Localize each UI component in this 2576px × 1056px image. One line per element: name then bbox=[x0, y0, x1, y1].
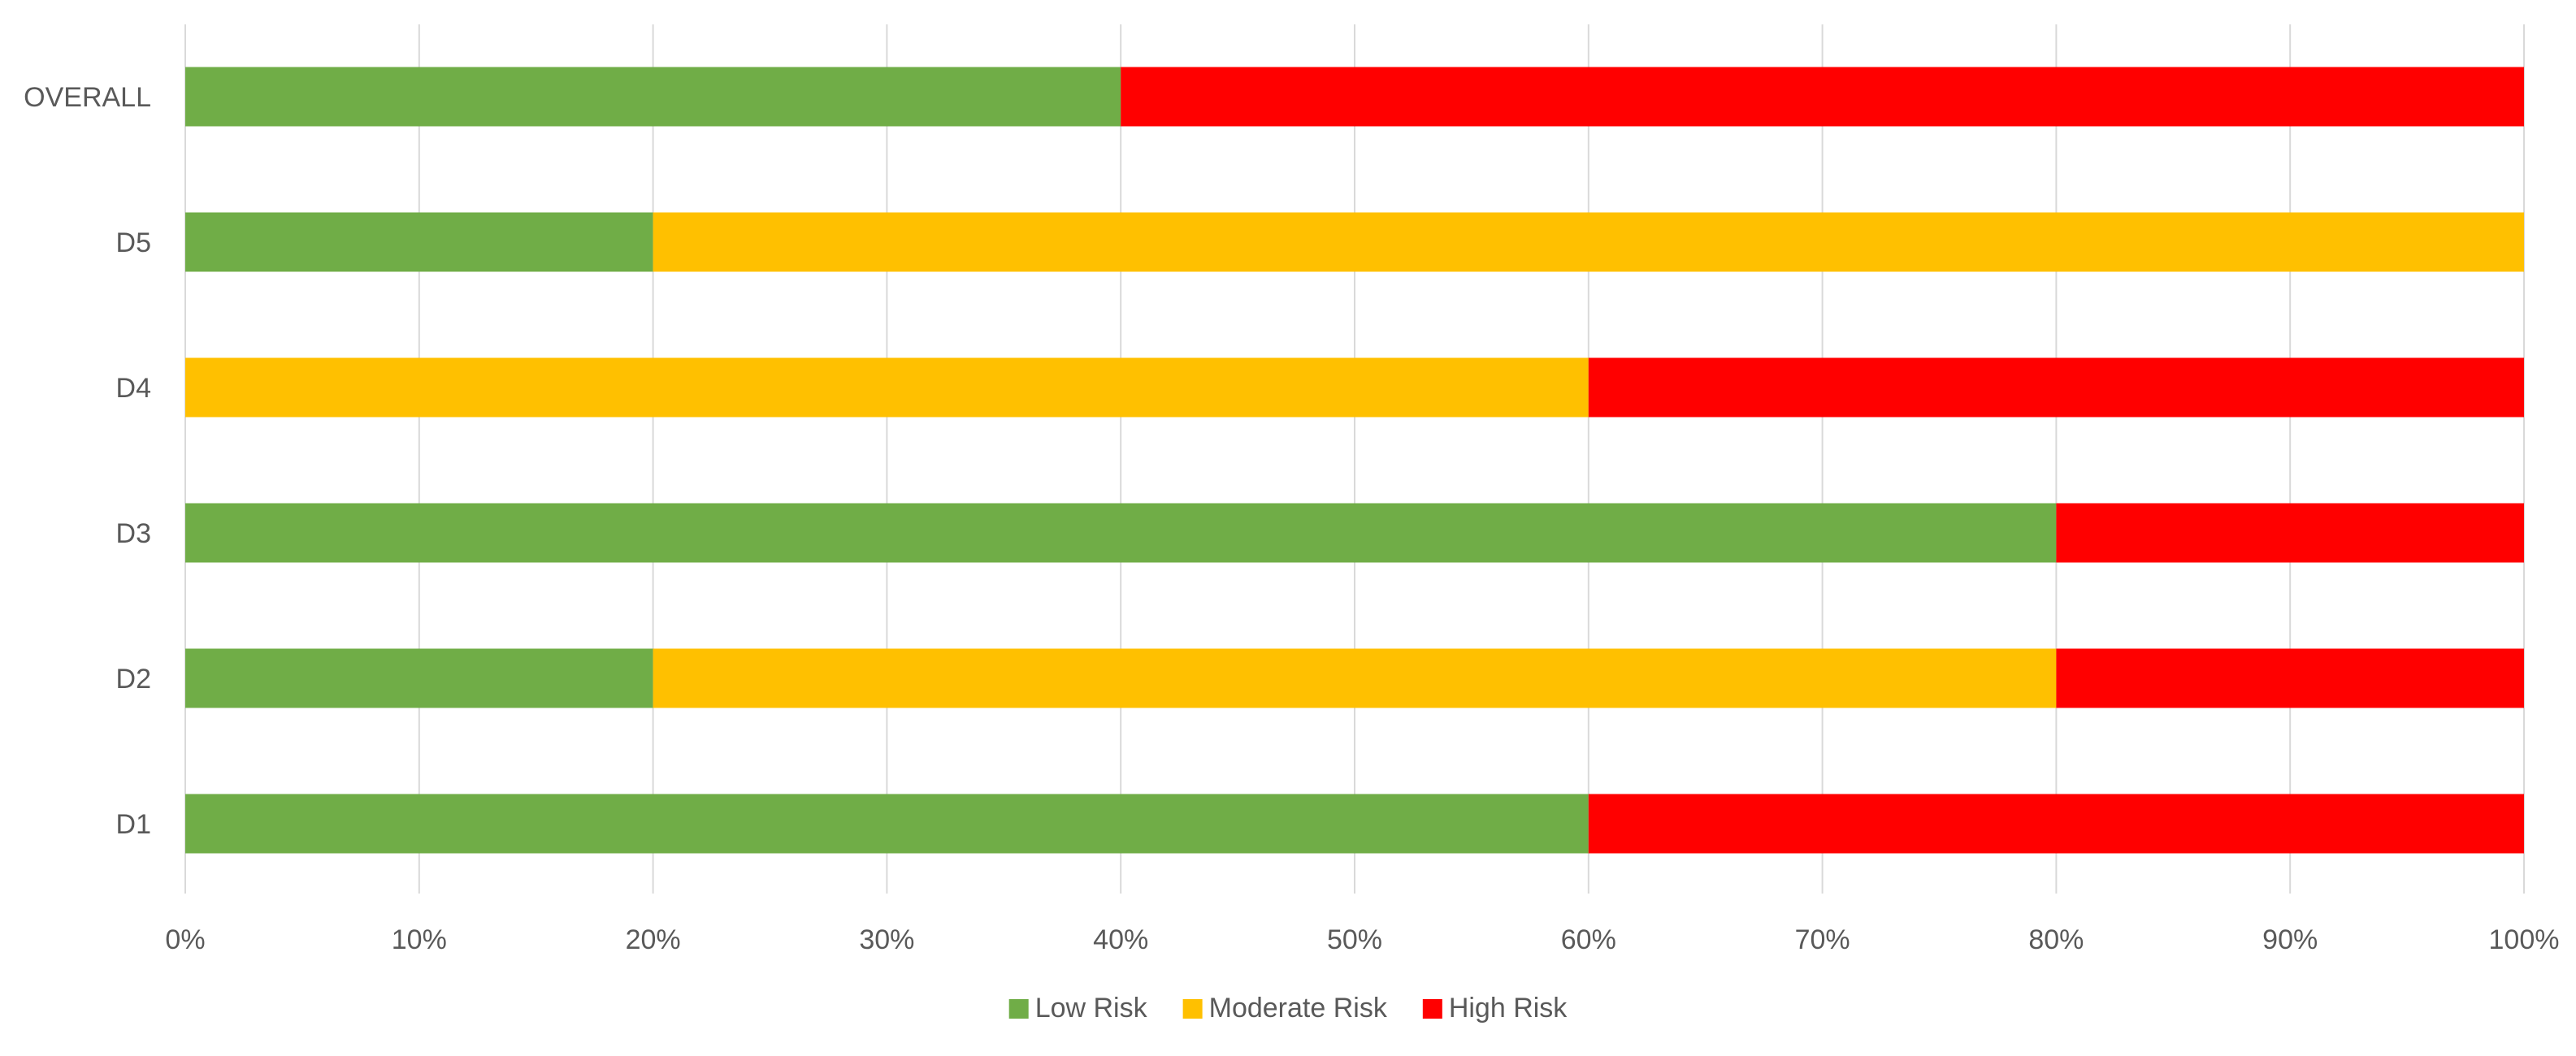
bar-d2-low-risk bbox=[185, 648, 653, 708]
category-label-d4: D4 bbox=[116, 373, 151, 404]
bar-d1-low-risk bbox=[185, 794, 1589, 854]
x-tick-label: 30% bbox=[859, 924, 914, 955]
x-tick-labels: 0% 10% 20% 30% 40% 50% 60% 70% 80% 90% 100% bbox=[165, 924, 2559, 955]
bar-d5-moderate-risk bbox=[653, 212, 2524, 272]
legend-item-high-risk: High Risk bbox=[1422, 993, 1568, 1024]
legend-label-high-risk: High Risk bbox=[1449, 993, 1568, 1024]
x-tick-label: 70% bbox=[1795, 924, 1850, 955]
category-labels: OVERALL D5 D4 D3 D2 D1 bbox=[24, 82, 151, 840]
x-tick-label: 60% bbox=[1561, 924, 1616, 955]
x-tick-label: 10% bbox=[392, 924, 447, 955]
x-tick-label: 0% bbox=[165, 924, 205, 955]
bar-d4-high-risk bbox=[1588, 357, 2524, 418]
bar-d3-low-risk bbox=[185, 503, 2057, 563]
legend-swatch-moderate-risk bbox=[1182, 999, 1203, 1019]
x-tick-label: 80% bbox=[2028, 924, 2084, 955]
category-label-d2: D2 bbox=[116, 664, 151, 695]
category-label-d5: D5 bbox=[116, 227, 151, 258]
bar-overall-high-risk bbox=[1121, 67, 2524, 127]
legend-item-moderate-risk: Moderate Risk bbox=[1182, 993, 1388, 1024]
legend-item-low-risk: Low Risk bbox=[1008, 993, 1148, 1024]
bar-overall-low-risk bbox=[185, 67, 1121, 127]
x-tick-label: 50% bbox=[1327, 924, 1382, 955]
bar-d2-high-risk bbox=[2056, 648, 2524, 708]
x-tick-label: 100% bbox=[2489, 924, 2560, 955]
bar-d5-low-risk bbox=[185, 212, 653, 272]
category-label-d3: D3 bbox=[116, 518, 151, 549]
category-label-d1: D1 bbox=[116, 809, 151, 840]
x-tick-label: 20% bbox=[626, 924, 681, 955]
x-tick-label: 90% bbox=[2262, 924, 2318, 955]
legend-swatch-high-risk bbox=[1422, 999, 1442, 1019]
legend-swatch-low-risk bbox=[1008, 999, 1029, 1019]
bar-d1-high-risk bbox=[1588, 794, 2524, 854]
legend-label-low-risk: Low Risk bbox=[1035, 993, 1148, 1024]
bar-d4-moderate-risk bbox=[185, 357, 1589, 418]
bar-d3-high-risk bbox=[2056, 503, 2524, 563]
bars bbox=[185, 67, 2524, 854]
gridlines bbox=[184, 24, 2525, 894]
legend: Low Risk Moderate Risk High Risk bbox=[1008, 993, 1568, 1024]
legend-label-moderate-risk: Moderate Risk bbox=[1209, 993, 1388, 1024]
x-tick-label: 40% bbox=[1093, 924, 1148, 955]
bar-d2-moderate-risk bbox=[653, 648, 2057, 708]
category-label-overall: OVERALL bbox=[24, 82, 151, 113]
